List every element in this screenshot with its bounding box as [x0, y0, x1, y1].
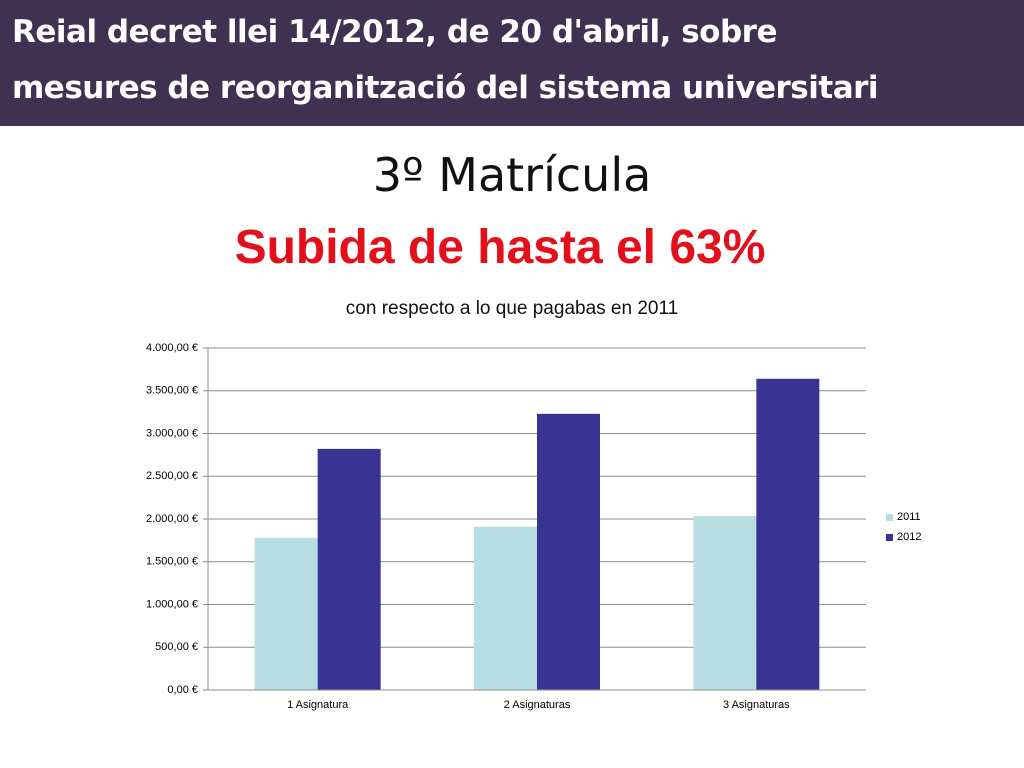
bar: [756, 378, 820, 690]
x-tick-label: 3 Asignaturas: [723, 699, 790, 711]
slide-note: con respecto a lo que pagabas en 2011: [345, 298, 679, 319]
y-tick-label: 1.500,00 €: [146, 556, 198, 568]
y-tick-label: 3.500,00 €: [146, 385, 198, 397]
slide-title: 3º Matrícula: [372, 148, 652, 202]
y-tick-label: 3.000,00 €: [146, 427, 198, 439]
header: Reial decret llei 14/2012, de 20 d'abril…: [0, 0, 1024, 126]
x-tick-label: 1 Asignatura: [287, 699, 349, 711]
bar: [317, 448, 381, 690]
bar: [474, 526, 537, 690]
header-title: mesures de reorganització del sistema un…: [12, 70, 879, 106]
x-tick-label: 2 Asignaturas: [504, 699, 571, 711]
bar: [537, 413, 600, 690]
y-tick-label: 500,00 €: [155, 641, 198, 653]
slide-subtitle: Subida de hasta el 63%: [234, 221, 766, 274]
y-tick-label: 2.500,00 €: [146, 470, 198, 482]
legend-label: 2011: [897, 511, 921, 523]
y-tick-label: 1.000,00 €: [146, 598, 198, 610]
header-title: Reial decret llei 14/2012, de 20 d'abril…: [12, 14, 777, 50]
y-tick-label: 4.000,00 €: [146, 342, 198, 354]
legend-label: 2012: [897, 531, 921, 543]
y-tick-label: 0,00 €: [167, 684, 198, 696]
y-tick-label: 2.000,00 €: [146, 513, 198, 525]
legend-swatch: [886, 514, 893, 521]
legend-swatch: [886, 534, 893, 541]
bar: [254, 537, 318, 690]
bar: [693, 516, 757, 690]
